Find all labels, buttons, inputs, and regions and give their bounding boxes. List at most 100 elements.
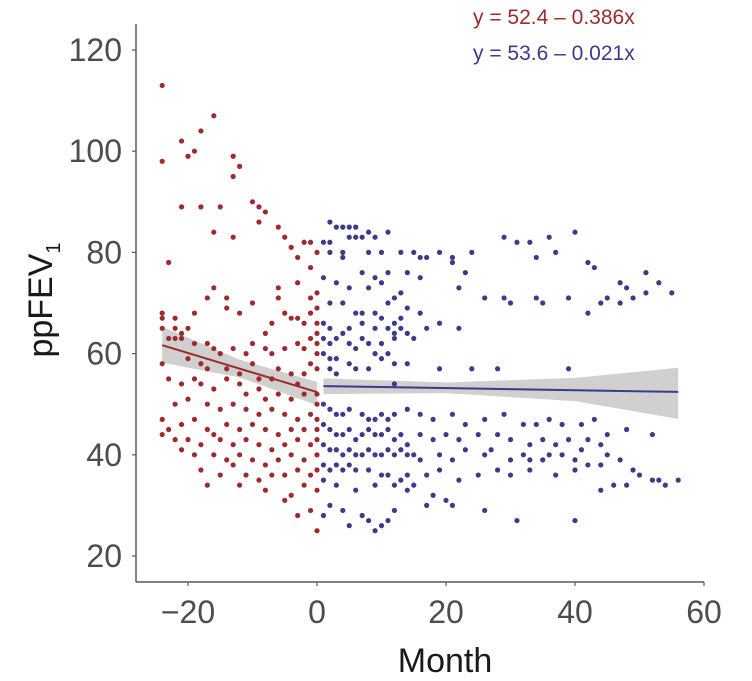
data-point-post	[398, 325, 404, 331]
data-point-pre	[211, 285, 217, 291]
data-point-pre	[230, 345, 236, 352]
data-point-post	[346, 523, 352, 529]
data-point-post	[527, 442, 533, 448]
data-point-pre	[295, 280, 301, 286]
data-point-post	[359, 270, 365, 276]
data-point-post	[359, 411, 365, 417]
data-point-pre	[172, 315, 178, 321]
data-point-post	[333, 371, 339, 377]
data-point-pre	[282, 310, 288, 316]
data-point-pre	[249, 457, 256, 463]
data-point-post	[643, 270, 649, 276]
data-point-post	[404, 305, 410, 311]
data-point-post	[424, 502, 430, 508]
x-tick-label: 0	[308, 594, 326, 630]
data-point-post	[546, 452, 552, 458]
data-point-pre	[166, 259, 172, 266]
data-point-pre	[166, 426, 172, 433]
y-tick-label: 40	[86, 437, 122, 473]
data-point-post	[372, 325, 378, 331]
data-point-post	[385, 472, 391, 478]
data-point-pre	[288, 371, 294, 377]
data-point-pre	[211, 345, 217, 352]
data-point-pre	[314, 391, 320, 397]
data-point-post	[327, 467, 333, 473]
data-point-post	[404, 406, 410, 412]
data-point-post	[385, 270, 391, 276]
data-point-pre	[307, 411, 314, 417]
data-point-post	[327, 249, 333, 255]
data-point-post	[398, 447, 404, 453]
data-point-post	[449, 254, 456, 261]
data-point-pre	[191, 416, 198, 422]
data-point-post	[527, 239, 533, 245]
confidence-bands	[162, 326, 679, 419]
data-point-pre	[198, 361, 204, 367]
data-point-post	[359, 452, 365, 458]
data-point-post	[366, 229, 372, 235]
data-point-post	[359, 320, 365, 326]
data-point-pre	[243, 472, 249, 478]
data-point-post	[482, 295, 488, 301]
data-point-post	[372, 431, 378, 438]
y-axis-ticks: 20 40 60 80 100 120	[69, 32, 136, 574]
data-point-post	[320, 462, 327, 468]
data-point-post	[346, 361, 352, 367]
data-point-pre	[249, 421, 256, 428]
data-point-post	[391, 320, 397, 326]
data-point-pre	[217, 406, 223, 412]
data-point-pre	[211, 113, 217, 119]
data-point-post	[327, 406, 333, 412]
data-point-pre	[178, 204, 185, 210]
data-point-pre	[295, 254, 301, 261]
data-point-pre	[314, 249, 320, 255]
data-point-pre	[301, 426, 307, 433]
data-point-post	[346, 234, 352, 240]
data-point-post	[333, 224, 339, 230]
x-tick-label: 60	[686, 594, 722, 630]
data-point-post	[366, 517, 372, 524]
data-point-post	[366, 249, 372, 255]
data-point-post	[598, 487, 604, 493]
data-point-post	[391, 361, 397, 367]
data-point-post	[391, 482, 397, 488]
y-tick-label: 120	[69, 32, 122, 68]
data-point-pre	[230, 153, 236, 159]
data-point-post	[372, 234, 378, 240]
data-point-pre	[191, 310, 198, 316]
data-point-pre	[262, 487, 268, 493]
data-point-pre	[224, 376, 230, 382]
data-point-post	[333, 280, 339, 286]
data-point-pre	[314, 330, 320, 336]
data-point-pre	[237, 371, 243, 377]
data-point-post	[385, 517, 391, 524]
data-point-post	[391, 330, 397, 336]
data-point-pre	[314, 487, 320, 493]
data-point-post	[353, 310, 359, 316]
data-point-post	[398, 431, 404, 438]
data-point-post	[617, 300, 623, 306]
data-point-post	[520, 452, 527, 458]
data-point-pre	[237, 426, 243, 433]
data-point-pre	[172, 437, 178, 443]
data-point-pre	[178, 381, 185, 387]
data-point-pre	[301, 345, 307, 352]
data-point-pre	[301, 320, 307, 326]
data-point-pre	[159, 325, 165, 331]
data-point-pre	[178, 421, 185, 428]
data-point-pre	[191, 340, 198, 347]
data-point-post	[527, 467, 533, 473]
data-point-post	[398, 290, 404, 296]
data-point-post	[482, 507, 488, 514]
data-point-post	[636, 472, 643, 478]
data-point-pre	[237, 310, 243, 316]
data-point-post	[404, 487, 410, 493]
data-point-post	[366, 285, 372, 291]
data-point-pre	[211, 229, 217, 235]
data-point-post	[333, 482, 339, 488]
data-point-pre	[185, 356, 191, 362]
data-point-post	[449, 259, 456, 266]
x-tick-label: 40	[557, 594, 593, 630]
data-point-pre	[295, 437, 301, 443]
